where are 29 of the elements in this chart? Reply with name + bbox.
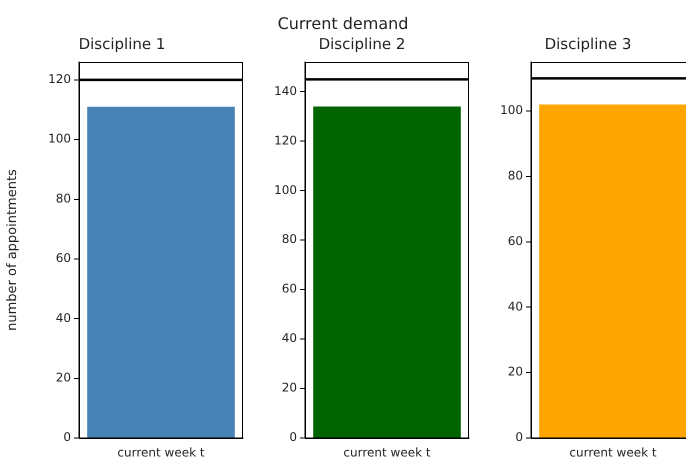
y-tick-label: 40 xyxy=(282,331,297,346)
y-tick-label: 0 xyxy=(63,430,71,444)
chart-title: Discipline 2 xyxy=(318,34,406,53)
y-tick-label: 0 xyxy=(515,430,523,444)
y-tick-label: 0 xyxy=(289,430,297,444)
y-tick-label: 60 xyxy=(508,234,523,248)
y-tick-label: 80 xyxy=(508,168,523,183)
x-tick-label: current week t xyxy=(343,445,431,460)
y-tick-label: 60 xyxy=(282,282,297,296)
y-tick-label: 100 xyxy=(274,182,297,197)
y-tick-label: 40 xyxy=(56,310,71,325)
y-tick-label: 120 xyxy=(274,133,297,148)
y-tick-label: 20 xyxy=(282,380,297,395)
chart-title: Discipline 3 xyxy=(544,34,632,53)
chart-title: Discipline 1 xyxy=(78,34,166,53)
y-tick-label: 60 xyxy=(56,251,71,266)
y-tick-label: 100 xyxy=(500,103,523,118)
y-tick-label: 120 xyxy=(48,72,71,86)
y-tick-label: 100 xyxy=(48,132,71,146)
y-tick-label: 80 xyxy=(56,191,71,206)
y-tick-label: 40 xyxy=(508,299,523,314)
y-tick-label: 140 xyxy=(274,84,297,98)
x-tick-label: current week t xyxy=(569,445,657,460)
text: Current demand xyxy=(276,14,410,33)
y-axis-title: number of appointments xyxy=(5,168,20,331)
y-tick-label: 80 xyxy=(282,232,297,246)
y-tick-label: 20 xyxy=(56,370,71,384)
y-tick-label: 20 xyxy=(508,364,523,379)
x-tick-label: current week t xyxy=(117,445,205,460)
